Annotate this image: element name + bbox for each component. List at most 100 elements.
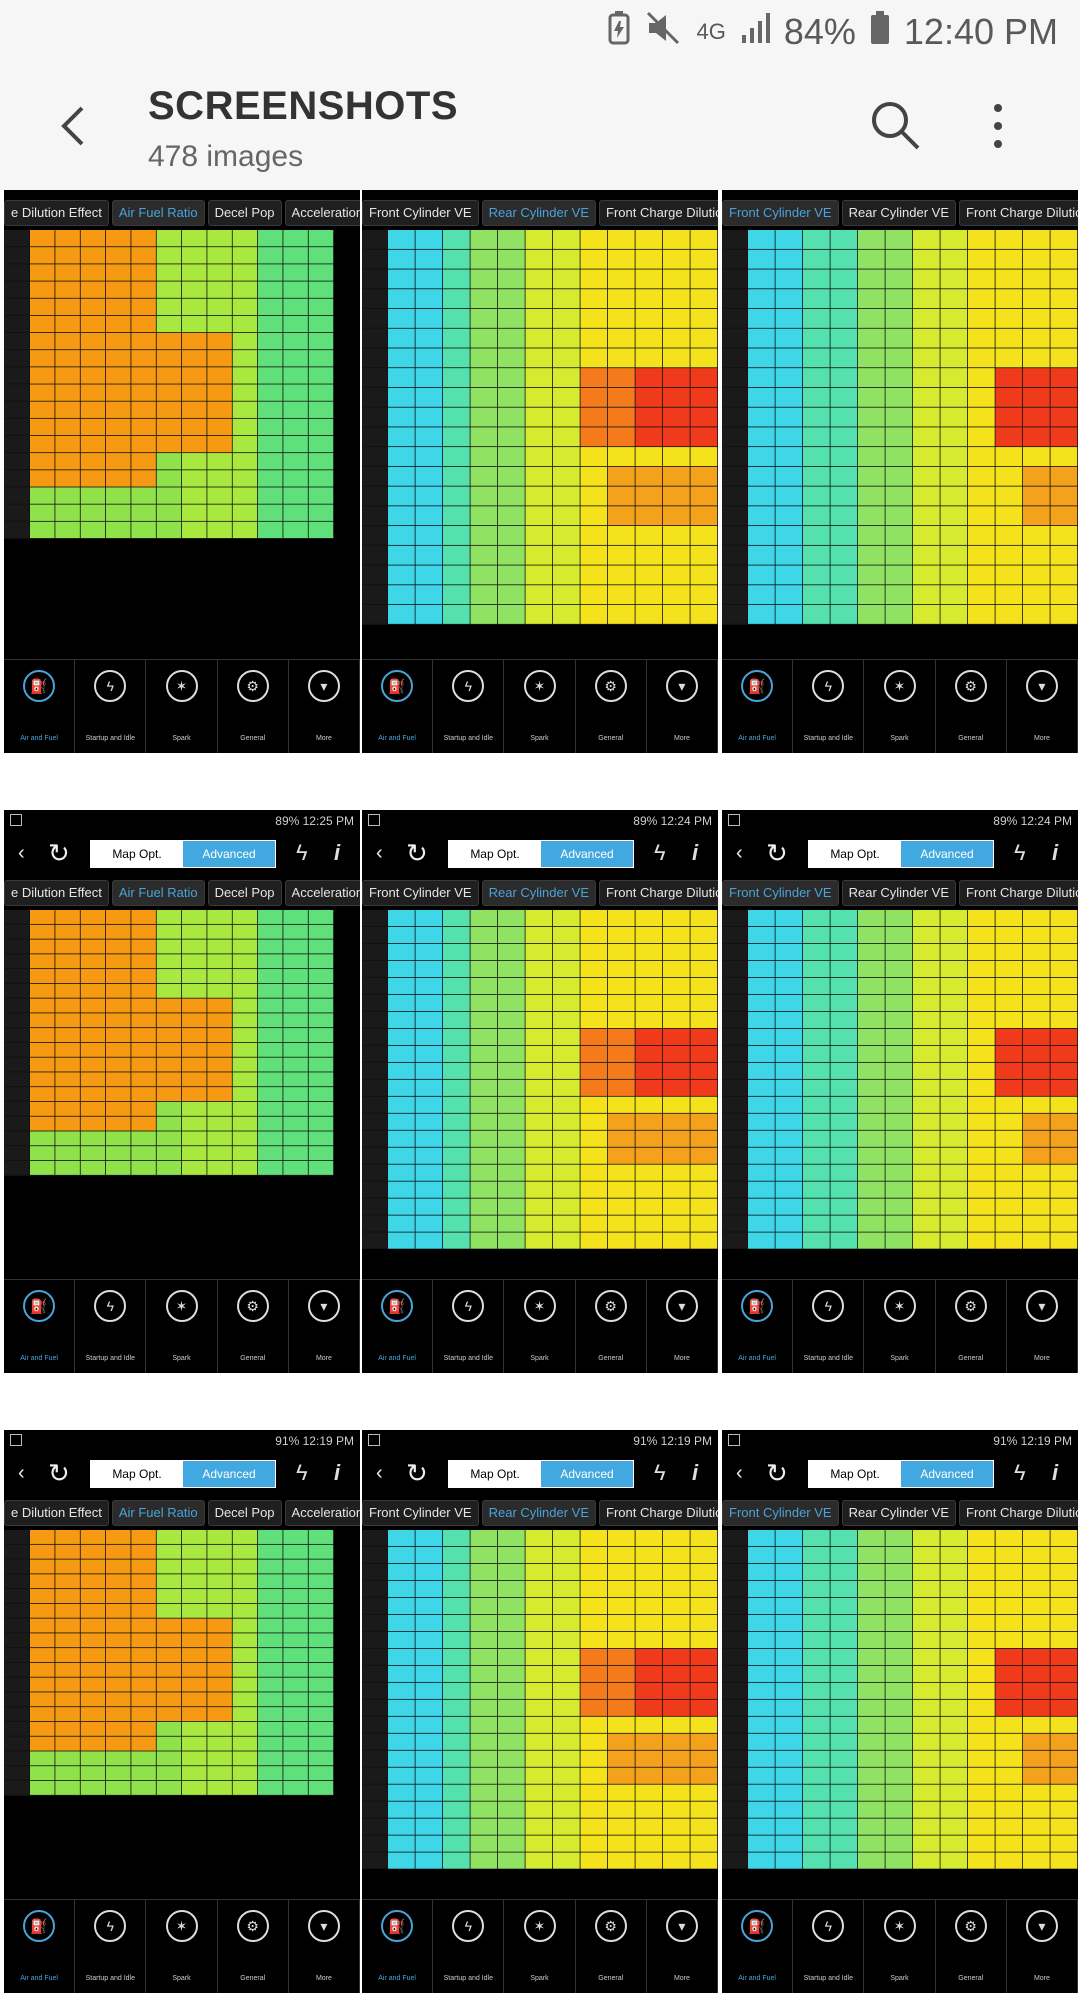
heat-map-cell [55,487,80,504]
heat-map-cell [283,384,308,401]
heat-map-cell [608,1045,635,1062]
heat-map-cell [55,367,80,384]
heat-map-cell [388,466,415,486]
nav-item-label: General [240,1975,266,1982]
heat-map-cell [1023,1580,1050,1598]
heat-map-cell [580,1716,608,1733]
heat-map-cell [1023,1818,1050,1835]
screenshot-thumbnail[interactable]: Front Cylinder VE Rear Cylinder VE Front C… [362,190,718,753]
heat-map-cell [995,328,1023,348]
heat-map-cell [388,1563,415,1581]
search-icon[interactable] [868,98,924,154]
row-header-cell [362,1096,387,1113]
row-header-cell [362,1232,387,1249]
heat-map-cell [1023,585,1050,605]
heat-map-cell [415,1733,443,1750]
heat-map-cell [207,1603,232,1618]
heat-map-cell [30,315,55,333]
screenshot-thumbnail[interactable]: 91% 12:19 PM ‹ ↻ Map Opt. Advanced ϟ i Front Cy… [722,1430,1078,1993]
heat-map-cell [858,1767,885,1784]
heat-map-cell [308,487,334,504]
heat-map-cell [470,1011,498,1029]
heat-map-cell [308,1042,334,1057]
heat-map-cell [913,960,940,978]
heat-map-cell [553,506,580,526]
thumbnail-grid: e Dilution Effect Air Fuel Ratio Decel Pop… [0,190,1080,1993]
heat-map-cell [553,249,580,269]
heat-map-cell [498,604,525,624]
heat-map-cell [498,1767,525,1784]
heat-map-cell [803,960,830,978]
nav-item-label: More [1033,1355,1050,1362]
heat-map-cell [748,486,775,506]
heat-map-cell [308,924,334,939]
heat-map-cell [635,289,663,309]
row-header-cell [722,269,747,289]
heat-map-cell [308,1662,334,1677]
heat-map-cell [470,910,498,927]
heat-map-cell [553,447,580,467]
heat-map-cell [690,1648,718,1665]
row-header-cell [4,453,29,470]
heat-map-cell [525,926,553,944]
screenshot-thumbnail[interactable]: 91% 12:19 PM ‹ ↻ Map Opt. Advanced ϟ i e Diluti… [4,1430,360,1993]
heat-map-cell [182,1042,207,1057]
screenshot-thumbnail[interactable]: 91% 12:19 PM ‹ ↻ Map Opt. Advanced ϟ i Front Cy… [362,1430,718,1993]
heat-map-cell [131,298,156,315]
heat-map-cell [443,1130,470,1147]
screenshot-thumbnail[interactable]: 89% 12:24 PM ‹ ↻ Map Opt. Advanced ϟ i Front Cy… [362,810,718,1373]
heat-map-cell [968,1096,995,1113]
heat-map-cell [1023,368,1050,388]
heat-map-cell [131,1087,156,1102]
more-options-icon[interactable] [978,98,1018,154]
heat-map-cell [995,387,1023,407]
nav-item-label: Air and Fuel [738,1355,776,1362]
heat-map-cell [525,348,553,368]
heat-map-cell [182,1648,207,1663]
heat-map-cell [608,1750,635,1767]
row-header-cell [4,367,29,384]
heat-map-cell [913,230,940,249]
heat-map-cell [580,1750,608,1767]
heat-map-cell [30,1721,55,1736]
heat-map-cell [470,1130,498,1147]
heat-map-cell [207,1544,232,1559]
heat-map-cell [1050,1580,1078,1598]
heat-map-cell [608,1147,635,1164]
heat-map-cell [258,281,283,298]
heat-map-cell [913,565,940,585]
map-tab: e Dilution Effect [4,880,109,906]
heat-map-cell [940,545,968,565]
heat-map-cell [258,1072,283,1087]
heat-map-cell [30,1677,55,1692]
row-header-cell [362,1597,387,1614]
screenshot-thumbnail[interactable]: e Dilution Effect Air Fuel Ratio Decel Pop… [4,190,360,753]
thumb-status-text: 91% 12:19 PM [275,1434,354,1448]
heat-map-cell [940,1096,968,1113]
heat-map-cell [207,281,232,298]
heat-map-cell [885,427,913,447]
heat-map-cell [525,1835,553,1852]
heat-map-cell [885,1045,913,1062]
heat-map-cell [580,1665,608,1682]
heat-map-cell [156,1131,182,1146]
heat-map-cell [635,926,663,944]
heat-map-cell [182,487,207,504]
bottom-nav: ⛽ Air and Fuel ϟ Startup and Idle ✶ Spark ⚙ Gen… [362,1899,718,1993]
heat-map-cell [498,1147,525,1164]
heat-map-cell [388,994,415,1012]
heat-map-cell [131,1751,156,1766]
back-icon[interactable] [52,102,100,150]
heat-map-cell [663,1028,690,1045]
heat-map-cell [608,1011,635,1029]
screenshot-thumbnail[interactable]: 89% 12:24 PM ‹ ↻ Map Opt. Advanced ϟ i Front Cy… [722,810,1078,1373]
heat-map-cell [830,545,858,565]
heat-map-cell [885,943,913,961]
heat-map-cell [55,1013,80,1028]
heat-map-cell [580,604,608,624]
map-tab: e Dilution Effect [4,1500,109,1526]
nav-item: ✶ Spark [504,660,576,753]
heat-map-cell [182,298,207,315]
screenshot-thumbnail[interactable]: 89% 12:25 PM ‹ ↻ Map Opt. Advanced ϟ i e Diluti… [4,810,360,1373]
screenshot-thumbnail[interactable]: Front Cylinder VE Rear Cylinder VE Front C… [722,190,1078,753]
